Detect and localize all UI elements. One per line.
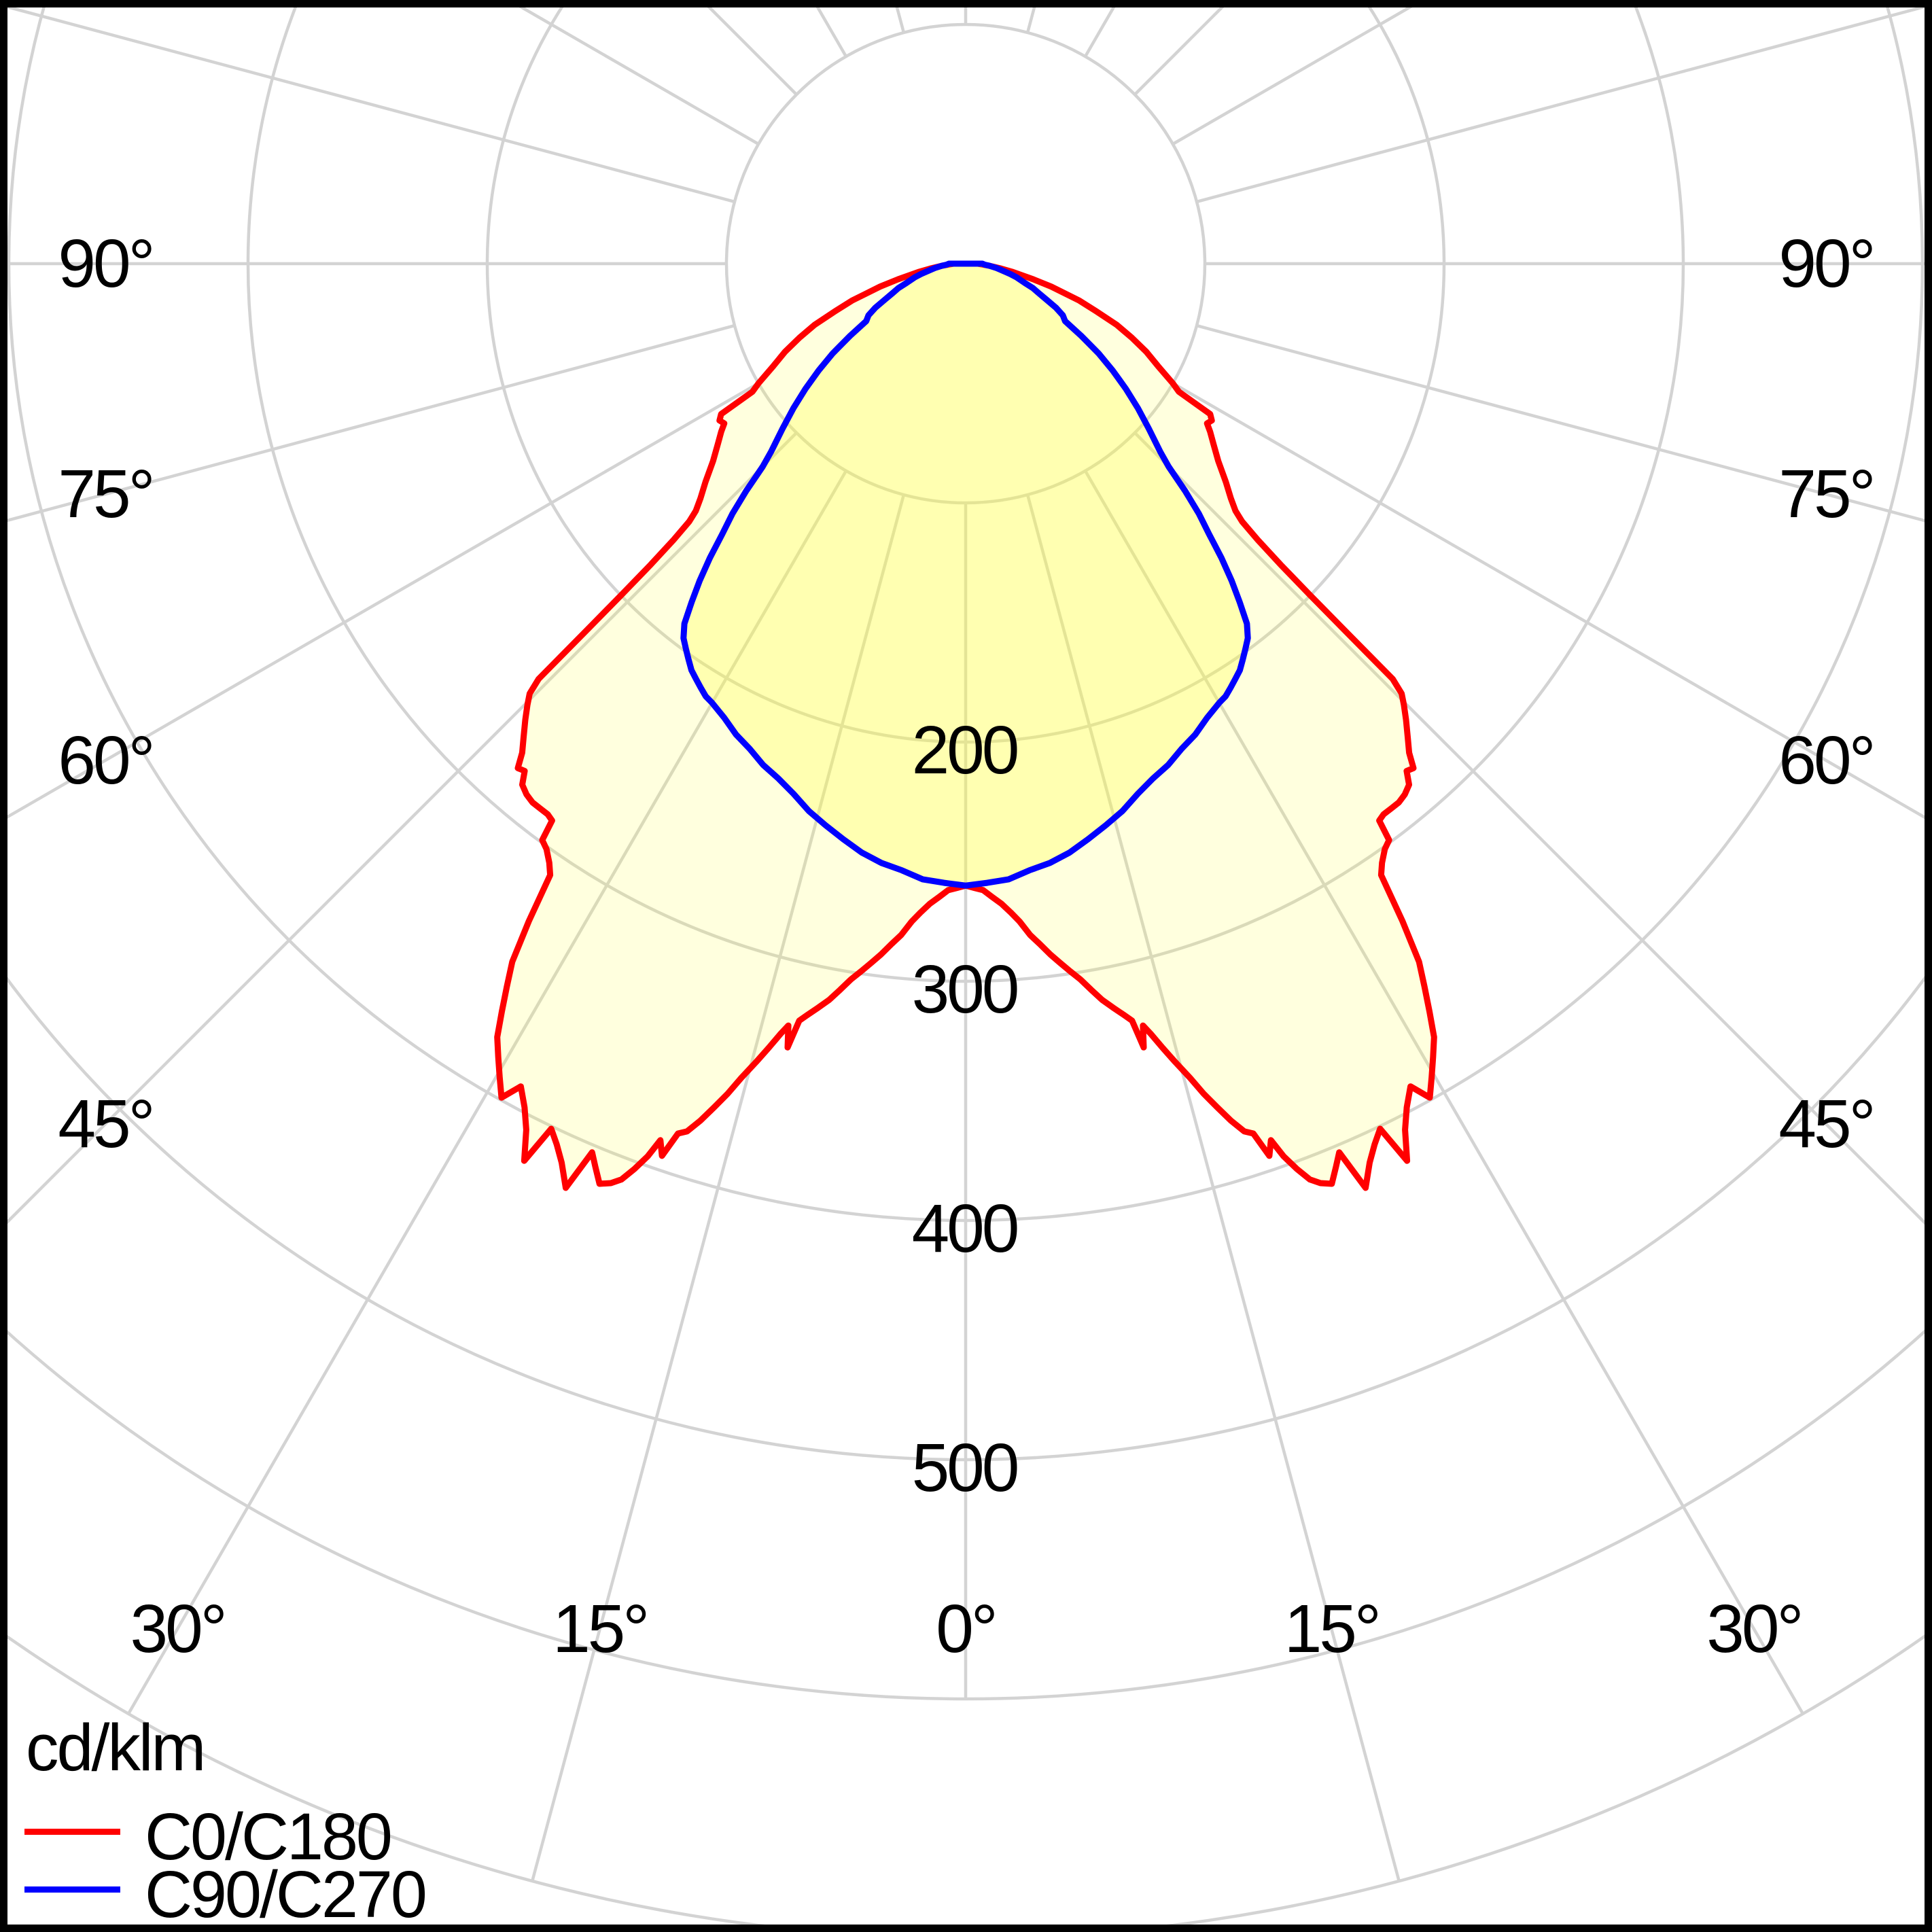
grid-spoke (1084, 0, 1120, 58)
grid-spoke (699, 0, 798, 96)
grid-spoke (1172, 0, 1426, 145)
legend-label: C90/C270 (145, 1857, 427, 1931)
grid-spoke (1025, 494, 1401, 1882)
c0-c180-swatch-line (24, 1829, 120, 1835)
ring-label: 400 (912, 1191, 1017, 1267)
angle-label: 75° (1778, 456, 1873, 532)
grid-spoke (1084, 470, 1804, 1715)
angle-label: 15° (1284, 1591, 1379, 1667)
angle-label: 30° (1706, 1591, 1801, 1667)
grid-spoke (506, 0, 760, 145)
grid-spoke (531, 494, 906, 1882)
grid-spoke (1172, 382, 1932, 824)
angle-label: 60° (1778, 722, 1873, 798)
grid-spoke (1134, 432, 1932, 1233)
grid-spoke (1196, 323, 1932, 525)
angle-label: 0° (936, 1591, 996, 1667)
c90-c270-swatch-line (24, 1886, 120, 1893)
legend-title: cd/klm (26, 1710, 206, 1785)
grid-spoke (0, 382, 760, 824)
grid-spoke (0, 3, 735, 204)
grid-spoke (0, 323, 735, 525)
angle-label: 15° (552, 1591, 647, 1667)
angle-label: 90° (58, 226, 152, 302)
ring-label: 200 (912, 712, 1017, 788)
ring-label: 300 (912, 951, 1017, 1028)
angle-label: 45° (58, 1086, 152, 1162)
angle-label: 75° (58, 456, 152, 532)
grid-spoke (1196, 3, 1932, 204)
ring-label: 500 (912, 1430, 1017, 1506)
grid-spoke (0, 432, 798, 1232)
intensity-curves (494, 260, 1437, 1191)
axis-labels: 200 300 400 500 90° 90° 75° 75° 60° 60° 45° 45° 30° 3… (58, 226, 1876, 1667)
angle-label: 90° (1778, 226, 1873, 302)
angle-label: 45° (1778, 1086, 1873, 1162)
grid-spoke (811, 0, 847, 58)
legend-label: C0/C180 (145, 1799, 393, 1874)
angle-label: 60° (58, 722, 152, 798)
grid-spoke (127, 470, 847, 1715)
grid-spoke (1134, 0, 1232, 96)
c90-c270-curve (680, 260, 1251, 889)
angle-label: 30° (130, 1591, 224, 1667)
